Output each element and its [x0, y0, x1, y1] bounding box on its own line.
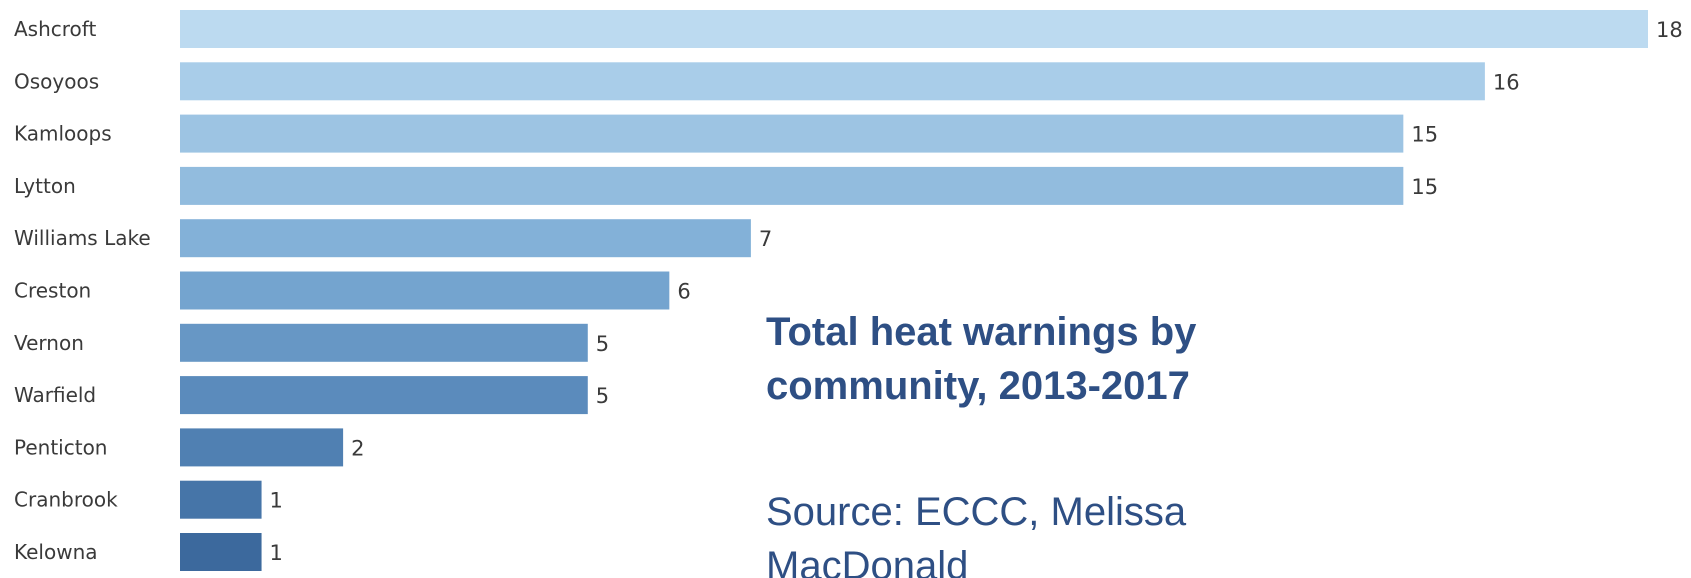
value-label: 6: [677, 280, 690, 304]
category-label: Cranbrook: [14, 488, 118, 512]
category-label: Osoyoos: [14, 69, 99, 93]
bar: [180, 114, 1404, 153]
value-label: 1: [270, 541, 283, 565]
category-label: Lytton: [14, 174, 76, 198]
value-label: 7: [759, 227, 772, 251]
bar: [180, 323, 588, 362]
value-label: 18: [1656, 18, 1683, 42]
bar: [180, 10, 1648, 48]
bar: [180, 219, 751, 258]
value-label: 15: [1411, 123, 1438, 147]
bar: [180, 166, 1404, 205]
bar: [180, 62, 1485, 101]
category-label: Kelowna: [14, 540, 98, 564]
category-label: Vernon: [14, 331, 84, 355]
chart-source: Source: ECCC, Melissa MacDonald: [766, 490, 1187, 578]
bar: [180, 533, 262, 571]
value-label: 5: [596, 384, 609, 408]
category-label: Williams Lake: [14, 226, 151, 250]
bar: [180, 428, 344, 467]
bar: [180, 480, 262, 519]
value-label: 1: [270, 489, 283, 513]
bar: [180, 271, 670, 310]
value-label: 16: [1493, 70, 1520, 94]
value-label: 5: [596, 332, 609, 356]
value-label: 2: [351, 436, 364, 460]
value-label: 15: [1411, 175, 1438, 199]
category-label: Penticton: [14, 435, 107, 459]
category-label: Ashcroft: [14, 17, 96, 41]
category-label: Warfield: [14, 383, 96, 407]
category-label: Kamloops: [14, 122, 112, 146]
bar: [180, 376, 588, 415]
chart-title: Total heat warnings by community, 2013-2…: [766, 310, 1197, 408]
category-label: Creston: [14, 279, 91, 303]
